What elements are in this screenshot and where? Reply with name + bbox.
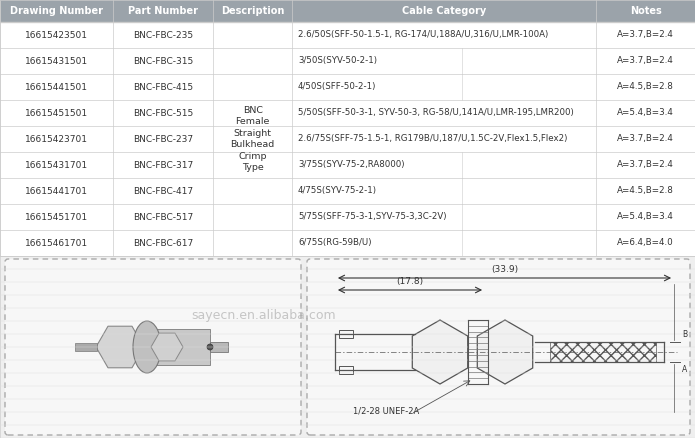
Bar [339, 366, 353, 374]
Text: BNC-FBC-415: BNC-FBC-415 [133, 82, 193, 92]
Text: 16615441501: 16615441501 [25, 82, 88, 92]
Bar [210, 342, 228, 352]
Bar [145, 329, 210, 365]
Ellipse shape [133, 321, 161, 373]
Text: B: B [682, 330, 687, 339]
Bar [550, 342, 656, 362]
Text: BNC-FBC-617: BNC-FBC-617 [133, 239, 193, 247]
Text: 4/75S(SYV-75-2-1): 4/75S(SYV-75-2-1) [298, 187, 377, 195]
Text: 16615423701: 16615423701 [25, 134, 88, 144]
Text: A=6.4,B=4.0: A=6.4,B=4.0 [617, 239, 674, 247]
Text: (17.8): (17.8) [396, 277, 423, 286]
Text: 16615451701: 16615451701 [25, 212, 88, 222]
Text: A: A [682, 365, 687, 374]
Text: A=3.7,B=2.4: A=3.7,B=2.4 [617, 31, 674, 39]
Text: BNC-FBC-235: BNC-FBC-235 [133, 31, 193, 39]
Ellipse shape [207, 344, 213, 350]
Text: 16615451501: 16615451501 [25, 109, 88, 117]
Text: 16615423501: 16615423501 [25, 31, 88, 39]
Text: 2.6/75S(SFF-75-1.5-1, RG179B/U,187/U,1.5C-2V,Flex1.5,Flex2): 2.6/75S(SFF-75-1.5-1, RG179B/U,187/U,1.5… [298, 134, 567, 144]
Text: Cable Category: Cable Category [402, 6, 486, 16]
Text: sayecn.en.alibaba.com: sayecn.en.alibaba.com [192, 309, 336, 322]
Bar [0, 0, 695, 22]
Text: Description: Description [221, 6, 284, 16]
Text: 1/2-28 UNEF-2A: 1/2-28 UNEF-2A [353, 407, 419, 416]
Text: A=3.7,B=2.4: A=3.7,B=2.4 [617, 160, 674, 170]
Text: A=4.5,B=2.8: A=4.5,B=2.8 [617, 187, 674, 195]
Text: 16615431501: 16615431501 [25, 57, 88, 66]
Text: A=5.4,B=3.4: A=5.4,B=3.4 [617, 109, 674, 117]
Text: 3/75S(SYV-75-2,RA8000): 3/75S(SYV-75-2,RA8000) [298, 160, 404, 170]
Text: 5/50S(SFF-50-3-1, SYV-50-3, RG-58/U,141A/U,LMR-195,LMR200): 5/50S(SFF-50-3-1, SYV-50-3, RG-58/U,141A… [298, 109, 573, 117]
Text: Notes: Notes [630, 6, 662, 16]
Bar [0, 48, 695, 74]
Bar [0, 178, 695, 204]
Bar [0, 152, 695, 178]
Bar [0, 22, 695, 48]
Text: 3/50S(SYV-50-2-1): 3/50S(SYV-50-2-1) [298, 57, 377, 66]
Text: Drawing Number: Drawing Number [10, 6, 103, 16]
FancyBboxPatch shape [307, 259, 690, 435]
Bar [0, 0, 695, 256]
Bar [0, 100, 695, 126]
Text: A=3.7,B=2.4: A=3.7,B=2.4 [617, 134, 674, 144]
Text: 2.6/50S(SFF-50-1.5-1, RG-174/U,188A/U,316/U,LMR-100A): 2.6/50S(SFF-50-1.5-1, RG-174/U,188A/U,31… [298, 31, 548, 39]
Text: A=4.5,B=2.8: A=4.5,B=2.8 [617, 82, 674, 92]
Bar [75, 343, 97, 351]
Text: BNC-FBC-515: BNC-FBC-515 [133, 109, 193, 117]
Text: (33.9): (33.9) [491, 265, 518, 274]
Text: A=5.4,B=3.4: A=5.4,B=3.4 [617, 212, 674, 222]
Bar [0, 204, 695, 230]
Text: 16615441701: 16615441701 [25, 187, 88, 195]
Bar [0, 256, 695, 438]
Text: 16615461701: 16615461701 [25, 239, 88, 247]
Text: BNC-FBC-315: BNC-FBC-315 [133, 57, 193, 66]
Text: 5/75S(SFF-75-3-1,SYV-75-3,3C-2V): 5/75S(SFF-75-3-1,SYV-75-3,3C-2V) [298, 212, 446, 222]
FancyBboxPatch shape [5, 259, 301, 435]
Text: BNC-FBC-417: BNC-FBC-417 [133, 187, 193, 195]
Text: 6/75S(RG-59B/U): 6/75S(RG-59B/U) [298, 239, 371, 247]
Bar [0, 230, 695, 256]
Text: BNC
Female
Straight
Bulkhead
Crimp
Type: BNC Female Straight Bulkhead Crimp Type [231, 106, 275, 172]
Text: BNC-FBC-517: BNC-FBC-517 [133, 212, 193, 222]
Text: Part Number: Part Number [128, 6, 198, 16]
Bar [0, 126, 695, 152]
Text: 4/50S(SFF-50-2-1): 4/50S(SFF-50-2-1) [298, 82, 376, 92]
Bar [339, 330, 353, 338]
Bar [0, 74, 695, 100]
Text: BNC-FBC-317: BNC-FBC-317 [133, 160, 193, 170]
Text: A=3.7,B=2.4: A=3.7,B=2.4 [617, 57, 674, 66]
Text: BNC-FBC-237: BNC-FBC-237 [133, 134, 193, 144]
Text: 16615431701: 16615431701 [25, 160, 88, 170]
